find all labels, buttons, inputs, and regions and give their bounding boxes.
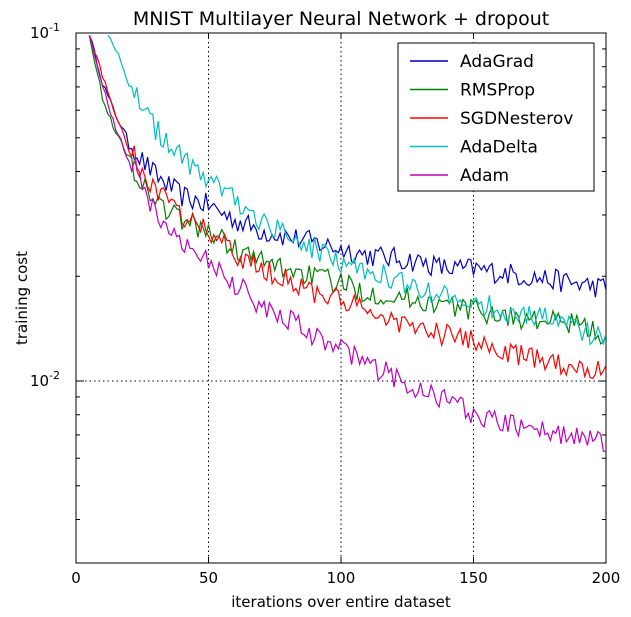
series-line-adam — [88, 35, 606, 452]
x-tick-label: 150 — [459, 569, 488, 587]
axis-ticks — [75, 32, 607, 564]
x-tick-label: 100 — [327, 569, 356, 587]
series-line-adagrad — [88, 35, 606, 298]
x-tick-labels: 0 50 100 150 200 — [71, 569, 620, 587]
series-lines — [88, 34, 606, 452]
legend-label-sgdnesterov: SGDNesterov — [460, 109, 573, 129]
legend-label-rmsprop: RMSProp — [460, 81, 535, 101]
x-axis-label: iterations over entire dataset — [231, 593, 451, 611]
y-tick-label: 10-1 — [30, 21, 60, 42]
legend-box — [397, 42, 595, 192]
x-tick-label: 50 — [199, 569, 218, 587]
legend-label-adagrad: AdaGrad — [460, 52, 534, 72]
y-tick-labels: 10-2 10-1 — [30, 21, 60, 390]
y-axis-label: training cost — [13, 251, 31, 345]
legend-label-adadelta: AdaDelta — [460, 138, 538, 158]
series-line-adadelta — [107, 34, 606, 347]
x-tick-label: 200 — [592, 569, 621, 587]
legend: AdaGrad RMSProp SGDNesterov AdaDelta Adam — [397, 42, 595, 192]
legend-label-adam: Adam — [460, 166, 509, 186]
series-line-sgdnesterov — [88, 35, 606, 379]
grid — [76, 33, 606, 563]
chart-title: MNIST Multilayer Neural Network + dropou… — [133, 8, 549, 30]
x-tick-label: 0 — [71, 569, 81, 587]
y-tick-label: 10-2 — [30, 369, 60, 390]
series-line-rmsprop — [88, 35, 606, 345]
